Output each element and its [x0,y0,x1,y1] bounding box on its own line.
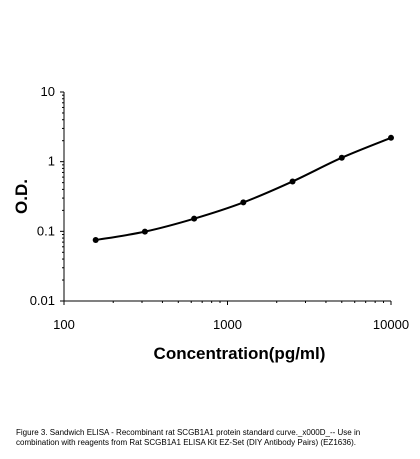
data-point [191,215,198,222]
data-point [388,134,394,141]
x-tick-label: 10000 [373,317,409,332]
caption-line-2: combination with reagents from Rat SCGB1… [16,438,356,447]
x-tick-label: 100 [53,317,75,332]
y-tick-label: 10 [41,84,55,99]
y-axis-title: O.D. [12,179,31,214]
data-point [240,199,247,206]
data-point [92,237,99,244]
y-tick-label: 0.01 [30,293,55,308]
y-tick-label: 0.1 [37,223,55,238]
chart-container: 0.01 0.1 1 10 100 1000 10000 O.D. Concentration(… [12,84,409,363]
x-tick-label: 1000 [213,317,242,332]
standard-curve-chart: 0.01 0.1 1 10 100 1000 10000 O.D. Concentration(… [12,84,409,363]
series-line [95,136,392,242]
data-point [338,154,345,161]
data-point [289,178,296,185]
y-tick-label: 1 [48,154,55,169]
caption-line-1: Figure 3. Sandwich ELISA - Recombinant r… [16,428,361,437]
x-axis-title: Concentration(pg/ml) [154,344,326,363]
data-point [141,228,148,235]
figure-caption: Figure 3. Sandwich ELISA - Recombinant r… [16,428,408,448]
